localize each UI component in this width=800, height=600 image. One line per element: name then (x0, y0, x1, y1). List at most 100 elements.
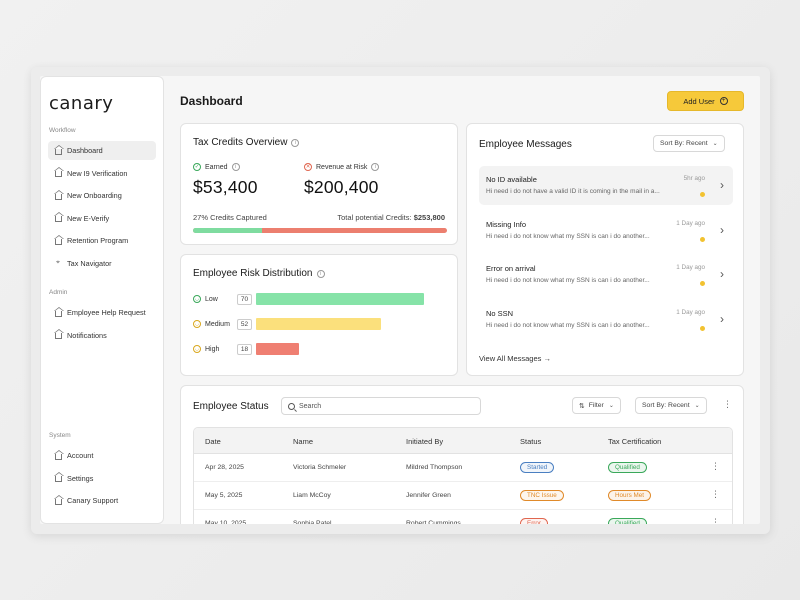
app-window: canary Workflow Dashboard New I9 Verificat… (40, 76, 760, 524)
filter-icon: ⇅ (579, 402, 585, 410)
sidebar-item-new-onboarding[interactable]: New Onboarding (48, 186, 156, 205)
chevron-right-icon[interactable]: › (720, 311, 724, 326)
view-all-messages-link[interactable]: View All Messages → (479, 354, 551, 363)
add-user-label: Add User (683, 96, 715, 106)
tax-certification-badge: Qualified (608, 518, 647, 524)
captured-percent: 27% (193, 213, 209, 222)
sidebar-item-label: New I9 Verification (67, 168, 128, 178)
sidebar-item-notifications[interactable]: Notifications (48, 326, 156, 345)
home-icon (53, 306, 64, 317)
home-icon (53, 189, 64, 200)
risk-distribution-card: Employee Risk Distribution i ◡ Low 70 ◡ Mediu… (180, 254, 458, 376)
revenue-at-risk-label: ✕ Revenue at Risk i (304, 163, 380, 171)
table-row[interactable]: May 5, 2025 Liam McCoy Jennifer Green TNC I… (194, 482, 732, 510)
unread-dot-icon (700, 236, 705, 242)
sidebar: canary Workflow Dashboard New I9 Verificat… (40, 76, 164, 524)
sidebar-section-label: System (49, 432, 71, 439)
row-menu-icon[interactable]: ⋮ (711, 461, 720, 471)
message-preview: Hi need i do not know what my SSN is can… (486, 321, 650, 329)
more-options-icon[interactable]: ⋮ (723, 399, 732, 409)
earned-value: $53,400 (193, 177, 258, 197)
status-sort-dropdown[interactable]: Sort By: Recent ⌄ (635, 397, 707, 414)
chevron-right-icon[interactable]: › (720, 267, 724, 281)
row-menu-icon[interactable]: ⋮ (711, 489, 720, 499)
earned-label: ✓ Earned i (193, 163, 240, 171)
risk-bar-low (256, 293, 424, 305)
column-header[interactable]: Name (293, 437, 314, 446)
sidebar-item-tax-navigator[interactable]: ⌖ Tax Navigator (48, 254, 156, 273)
revenue-at-risk-value: $200,400 (304, 177, 379, 197)
status-badge: Error (520, 518, 548, 524)
column-header[interactable]: Status (520, 437, 542, 446)
risk-row-low: ◡ Low (193, 293, 218, 305)
tax-credits-title: Tax Credits Overview i (193, 137, 300, 148)
employee-search-input[interactable]: Search (281, 397, 481, 415)
row-menu-icon[interactable]: ⋮ (711, 517, 720, 524)
map-pin-icon: ⌖ (56, 259, 60, 266)
captured-label: Credits Captured (210, 213, 267, 222)
chevron-right-icon[interactable]: › (720, 178, 724, 192)
message-time: 5hr ago (683, 175, 705, 182)
sidebar-item-account[interactable]: Account (48, 446, 156, 465)
risk-level-label: Low (205, 295, 218, 303)
total-label: Total potential Credits: (337, 213, 412, 222)
filter-label: Filter (588, 402, 604, 409)
credits-captured: 27% Credits Captured (193, 213, 267, 222)
column-header[interactable]: Date (205, 437, 221, 446)
info-icon[interactable]: i (231, 163, 240, 171)
sidebar-item-label: Retention Program (67, 236, 129, 245)
employee-status-table: Date Name Initiated By Status Tax Certificat… (193, 427, 733, 524)
message-preview: Hi need i do not have a valid ID it is c… (486, 188, 660, 195)
table-row[interactable]: May 10, 2025 Sophia Patel Robert Cummings E… (194, 510, 732, 524)
sidebar-item-retention-program[interactable]: Retention Program (48, 231, 156, 250)
sidebar-item-new-i9-verification[interactable]: New I9 Verification (48, 164, 156, 183)
message-item[interactable]: No ID available Hi need i do not have a v… (479, 166, 733, 205)
sidebar-item-new-e-verify[interactable]: New E-Verify (48, 209, 156, 228)
message-item[interactable]: Error on arrival Hi need i do not know wh… (479, 255, 733, 294)
sidebar-section-label: Workflow (49, 127, 76, 134)
message-time: 1 Day ago (676, 308, 705, 316)
status-sort-label: Sort By: Recent (642, 402, 690, 409)
chevron-right-icon[interactable]: › (720, 222, 724, 237)
sidebar-item-label: Account (67, 451, 94, 460)
column-header[interactable]: Initiated By (406, 437, 444, 446)
arrow-right-icon: → (543, 354, 552, 363)
info-icon[interactable]: i (371, 163, 380, 171)
add-user-button[interactable]: Add User + (667, 91, 744, 111)
cell-initiated-by: Mildred Thompson (406, 464, 463, 471)
risk-count-badge: 70 (237, 294, 252, 305)
x-circle-icon: ✕ (304, 163, 312, 171)
status-badge: TNC Issue (520, 490, 564, 501)
risk-bar-medium (256, 318, 381, 330)
table-row[interactable]: Apr 28, 2025 Victoria Schmeler Mildred Tho… (194, 454, 732, 482)
unread-dot-icon (700, 192, 705, 197)
message-title: No SSN (486, 308, 514, 318)
risk-count-badge: 52 (237, 319, 252, 330)
filter-button[interactable]: ⇅ Filter ⌄ (572, 397, 621, 414)
cell-date: May 10, 2025 (205, 520, 247, 524)
credits-progress-fill (193, 228, 262, 233)
message-item[interactable]: Missing Info Hi need i do not know what m… (479, 211, 733, 250)
chevron-down-icon: ⌄ (608, 403, 614, 409)
unread-dot-icon (700, 325, 705, 331)
cell-date: May 5, 2025 (205, 492, 243, 499)
credits-progress-bar (193, 228, 447, 233)
tax-credits-card: Tax Credits Overview i ✓ Earned i $53,400 … (180, 123, 458, 245)
risk-bar-high (256, 343, 300, 355)
risk-row-high: ◡ High (193, 343, 219, 355)
messages-sort-dropdown[interactable]: Sort By: Recent ⌄ (653, 135, 725, 152)
info-icon[interactable]: i (291, 139, 300, 147)
home-icon (53, 167, 64, 177)
risk-count-badge: 18 (237, 344, 252, 355)
tax-certification-badge: Hours Met (608, 490, 652, 501)
sidebar-item-employee-help-request[interactable]: Employee Help Request (48, 303, 156, 322)
info-icon[interactable]: i (316, 270, 325, 278)
sidebar-item-label: New Onboarding (67, 191, 122, 200)
canary-logo[interactable]: canary (49, 93, 114, 114)
sidebar-item-dashboard[interactable]: Dashboard (48, 141, 156, 160)
sidebar-item-canary-support[interactable]: Canary Support (48, 491, 156, 510)
message-item[interactable]: No SSN Hi need i do not know what my SSN … (479, 300, 733, 339)
sidebar-item-settings[interactable]: Settings (48, 469, 156, 488)
column-header[interactable]: Tax Certification (608, 437, 662, 446)
message-preview: Hi need i do not know what my SSN is can… (486, 232, 650, 240)
